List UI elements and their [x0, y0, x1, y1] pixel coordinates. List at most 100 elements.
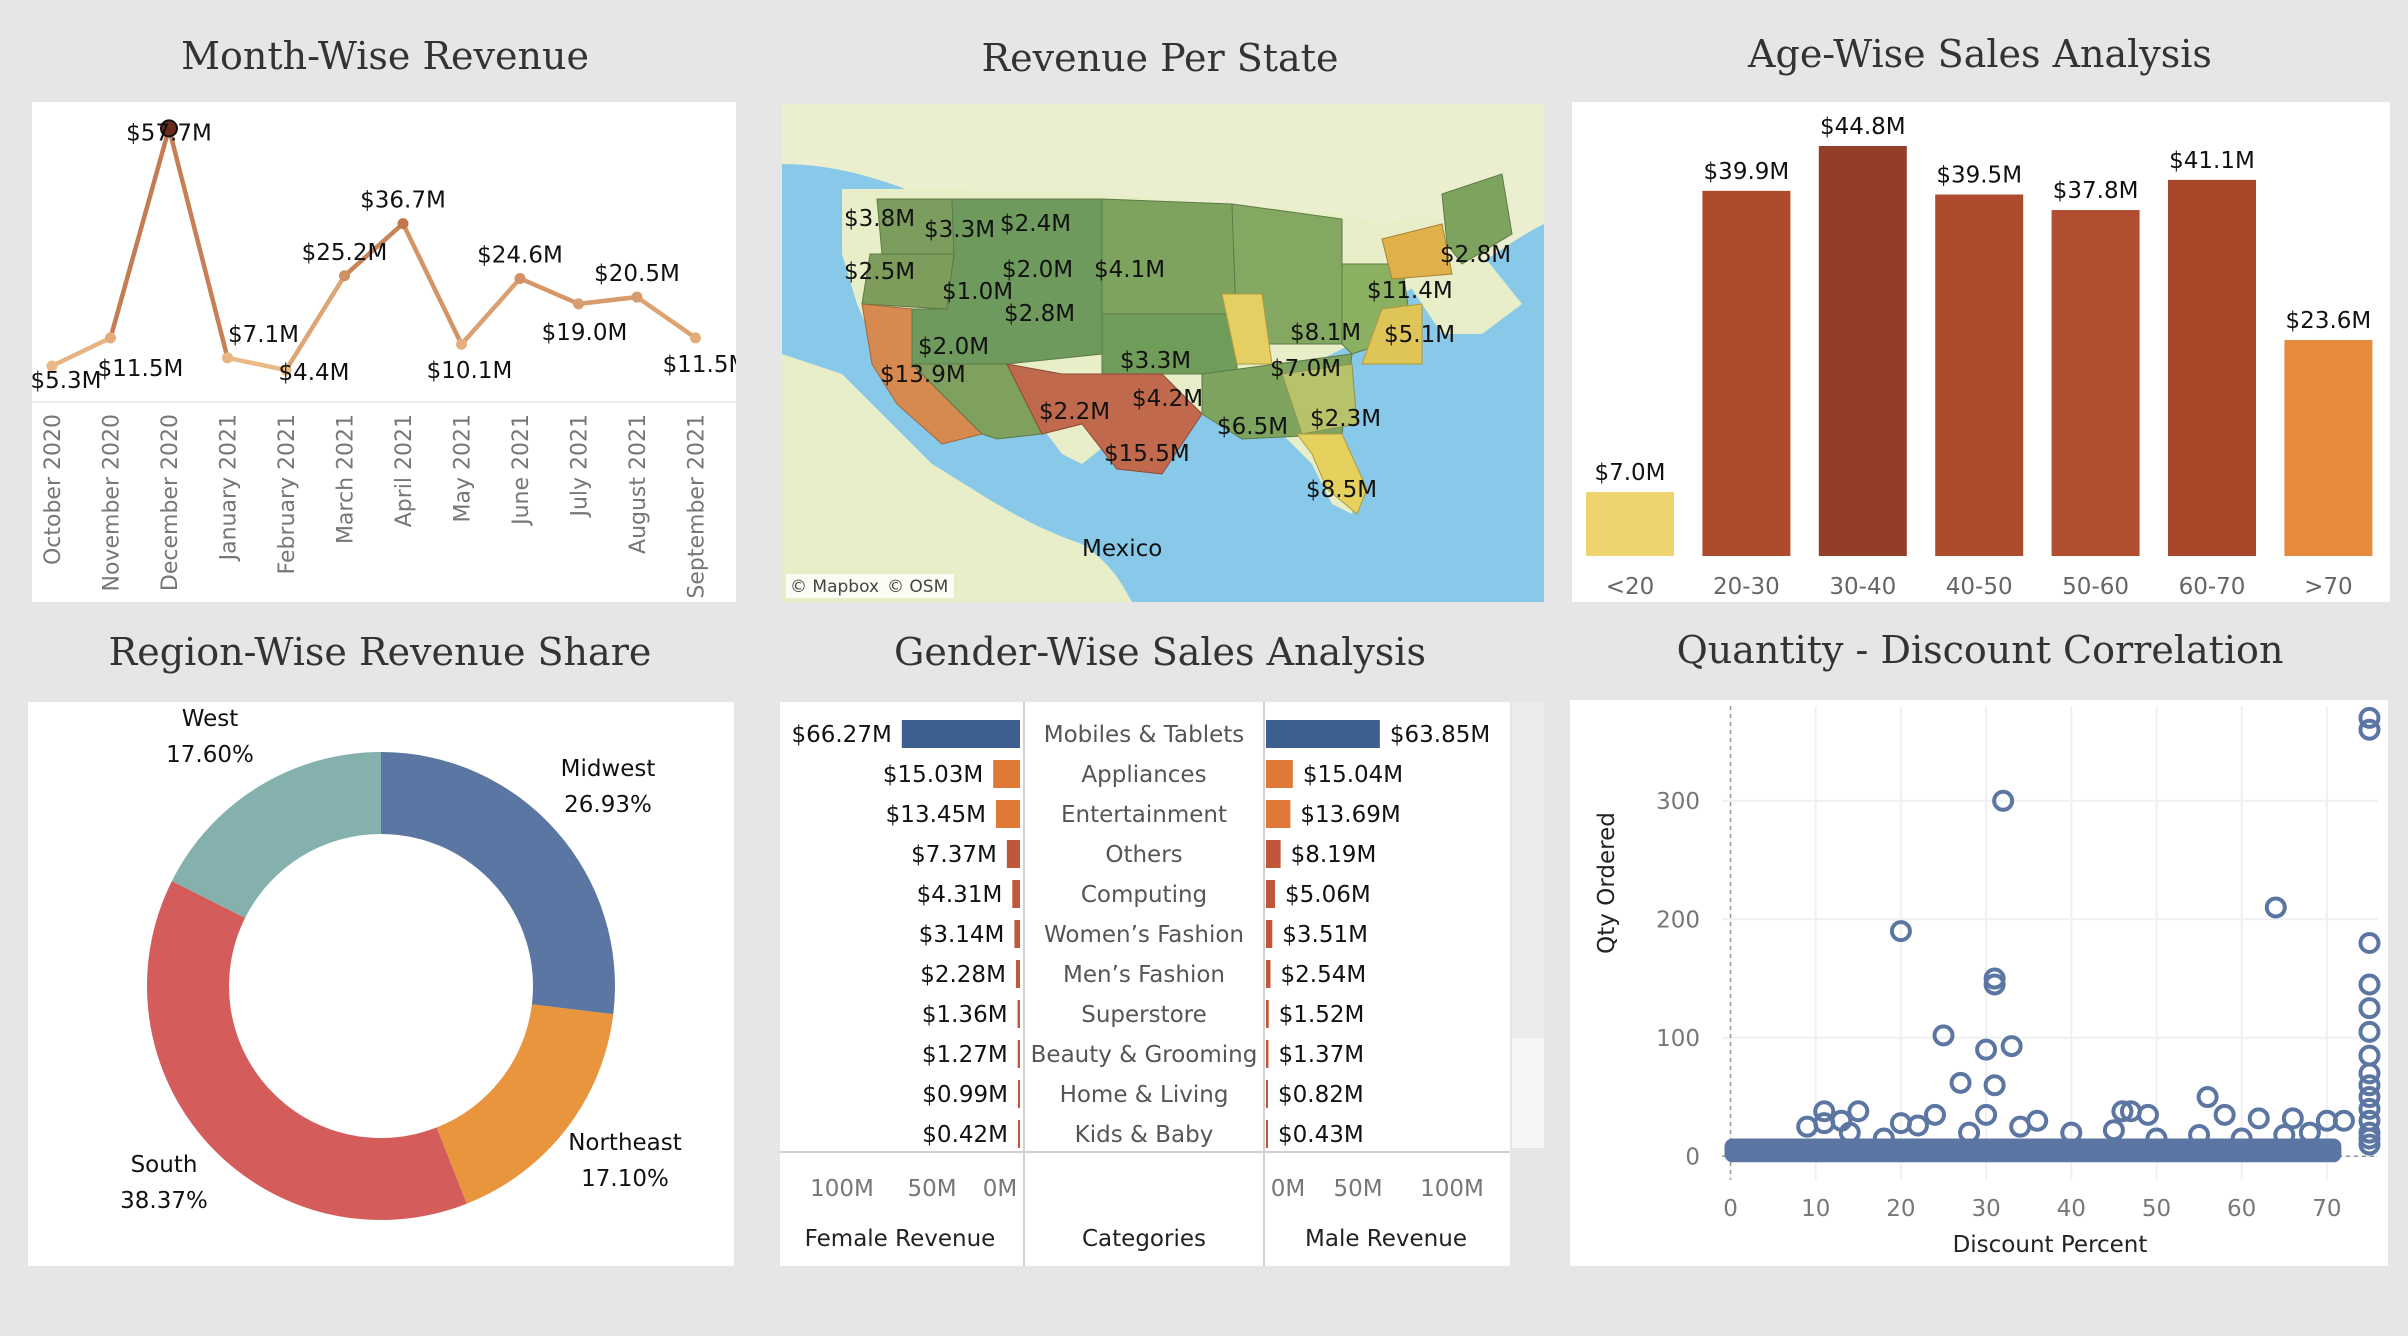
slice-name: West: [182, 706, 239, 732]
female-label: $66.27M: [791, 722, 891, 748]
female-bar: [1015, 960, 1020, 988]
x-tick-label: >70: [2304, 574, 2353, 600]
state-label: $6.5M: [1217, 414, 1288, 440]
state-label: $3.8M: [844, 206, 915, 232]
gender-chart-panel: $66.27M $63.85M Mobiles & Tablets $15.03M $1…: [780, 702, 1510, 1266]
data-point: [2358, 1097, 2381, 1120]
male-bar: [1266, 760, 1293, 788]
state-label: $4.2M: [1132, 386, 1203, 412]
state-label: $15.5M: [1104, 441, 1190, 467]
data-point: [1958, 1121, 1981, 1144]
gender-scrollbar[interactable]: [1512, 702, 1544, 1148]
male-axis-tick: 100M: [1420, 1176, 1484, 1202]
data-point: [2298, 1121, 2321, 1144]
line-segment: [283, 273, 347, 373]
female-axis-title: Female Revenue: [805, 1226, 996, 1252]
map-title: Revenue Per State: [981, 36, 1339, 80]
slice-name: Northeast: [568, 1130, 682, 1156]
x-tick-label: 60: [2227, 1196, 2256, 1222]
state-label: $2.2M: [1039, 399, 1110, 425]
data-point: [2358, 1062, 2381, 1085]
category-label: Beauty & Grooming: [1031, 1042, 1258, 1068]
female-axis-tick: 0M: [983, 1176, 1017, 1202]
state-label: $2.8M: [1440, 242, 1511, 268]
x-tick-label: December 2020: [158, 414, 183, 591]
female-label: $0.42M: [922, 1122, 1008, 1148]
slice-label: 17.60%: [166, 742, 254, 768]
us-map[interactable]: $3.8M $3.3M $2.4M $2.5M $2.0M $4.1M $2.8…: [782, 104, 1544, 602]
data-point: [1847, 1100, 1870, 1123]
data-point: [1949, 1071, 1972, 1094]
state-label: $4.1M: [1094, 257, 1165, 283]
state-virginia: [1361, 303, 1423, 365]
scrollbar-thumb[interactable]: [1512, 1038, 1544, 1148]
x-tick-label: 30: [1971, 1196, 2000, 1222]
male-bar: [1266, 720, 1380, 748]
data-point: [2358, 706, 2381, 729]
data-point: [456, 338, 467, 350]
female-label: $1.27M: [922, 1042, 1008, 1068]
state-florida: [1296, 433, 1368, 515]
slice-name: Midwest: [561, 756, 656, 782]
data-point: [514, 272, 526, 284]
state-southwest: [910, 363, 1043, 440]
data-point: [2358, 973, 2381, 996]
x-tick-label: 20-30: [1713, 574, 1780, 600]
data-point: [2358, 1044, 2381, 1067]
category-label: Men’s Fashion: [1063, 962, 1225, 988]
x-axis-title: Discount Percent: [1953, 1232, 2148, 1258]
data-label: $20.5M: [594, 261, 680, 287]
female-bar: [1014, 920, 1020, 948]
male-bar: [1266, 920, 1273, 948]
data-point: [2358, 997, 2381, 1020]
data-point: [397, 218, 409, 230]
state-northeast: [1441, 173, 1513, 265]
female-label: $7.37M: [911, 842, 997, 868]
x-tick-label: 10: [1801, 1196, 1830, 1222]
category-label: Kids & Baby: [1075, 1122, 1214, 1148]
region-chart-title: Region-Wise Revenue Share: [108, 630, 652, 674]
line-segment: [108, 126, 172, 341]
age-chart: $7.0M <20 $39.9M 20-30 $44.8M 30-40 $39.5M 40-5…: [1586, 114, 2373, 600]
male-bar: [1266, 880, 1276, 908]
y-tick-label: 300: [1656, 789, 1700, 815]
data-label: $36.7M: [360, 188, 446, 214]
bar: [1702, 190, 1791, 556]
male-axis-tick: 0M: [1271, 1176, 1305, 1202]
state-illinois: [1221, 293, 1273, 365]
data-label: $23.6M: [2286, 308, 2372, 334]
data-point: [2145, 1127, 2168, 1150]
slice-label: 17.10%: [581, 1166, 669, 1192]
state-label: $8.5M: [1306, 477, 1377, 503]
female-label: $4.31M: [917, 882, 1003, 908]
month-chart: $5.3M$11.5M$57.7M$7.1M$4.4M$25.2M$36.7M$…: [30, 119, 748, 599]
x-tick-label: May 2021: [451, 414, 476, 522]
male-label: $3.51M: [1282, 922, 1368, 948]
data-point: [1872, 1127, 1895, 1150]
data-point: [2281, 1107, 2304, 1130]
data-point: [280, 364, 292, 376]
category-label: Women’s Fashion: [1044, 922, 1244, 948]
data-point: [1983, 1074, 2006, 1097]
y-tick-label: 200: [1656, 907, 1700, 933]
x-tick-label: February 2021: [275, 414, 300, 574]
y-tick-label: 0: [1685, 1144, 1700, 1170]
state-label: $2.0M: [918, 334, 989, 360]
data-point: [1975, 1103, 1998, 1126]
state-label: $5.1M: [1384, 322, 1455, 348]
bar: [2284, 340, 2373, 556]
x-tick-label: September 2021: [685, 414, 710, 599]
state-label: $2.0M: [1002, 257, 1073, 283]
data-label: $5.3M: [32, 368, 102, 394]
data-point: [2273, 1123, 2296, 1146]
female-label: $0.99M: [922, 1082, 1008, 1108]
data-point: [1889, 920, 1912, 943]
male-label: $15.04M: [1303, 762, 1403, 788]
line-segment: [459, 276, 523, 347]
category-label: Superstore: [1081, 1002, 1207, 1028]
line-segment: [342, 221, 406, 279]
state-georgia: [1281, 363, 1358, 435]
region-chart-panel: Midwest 26.93% Northeast 17.10% South 38.37% W…: [28, 702, 734, 1266]
category-label: Entertainment: [1061, 802, 1227, 828]
state-label: $2.8M: [1004, 301, 1075, 327]
